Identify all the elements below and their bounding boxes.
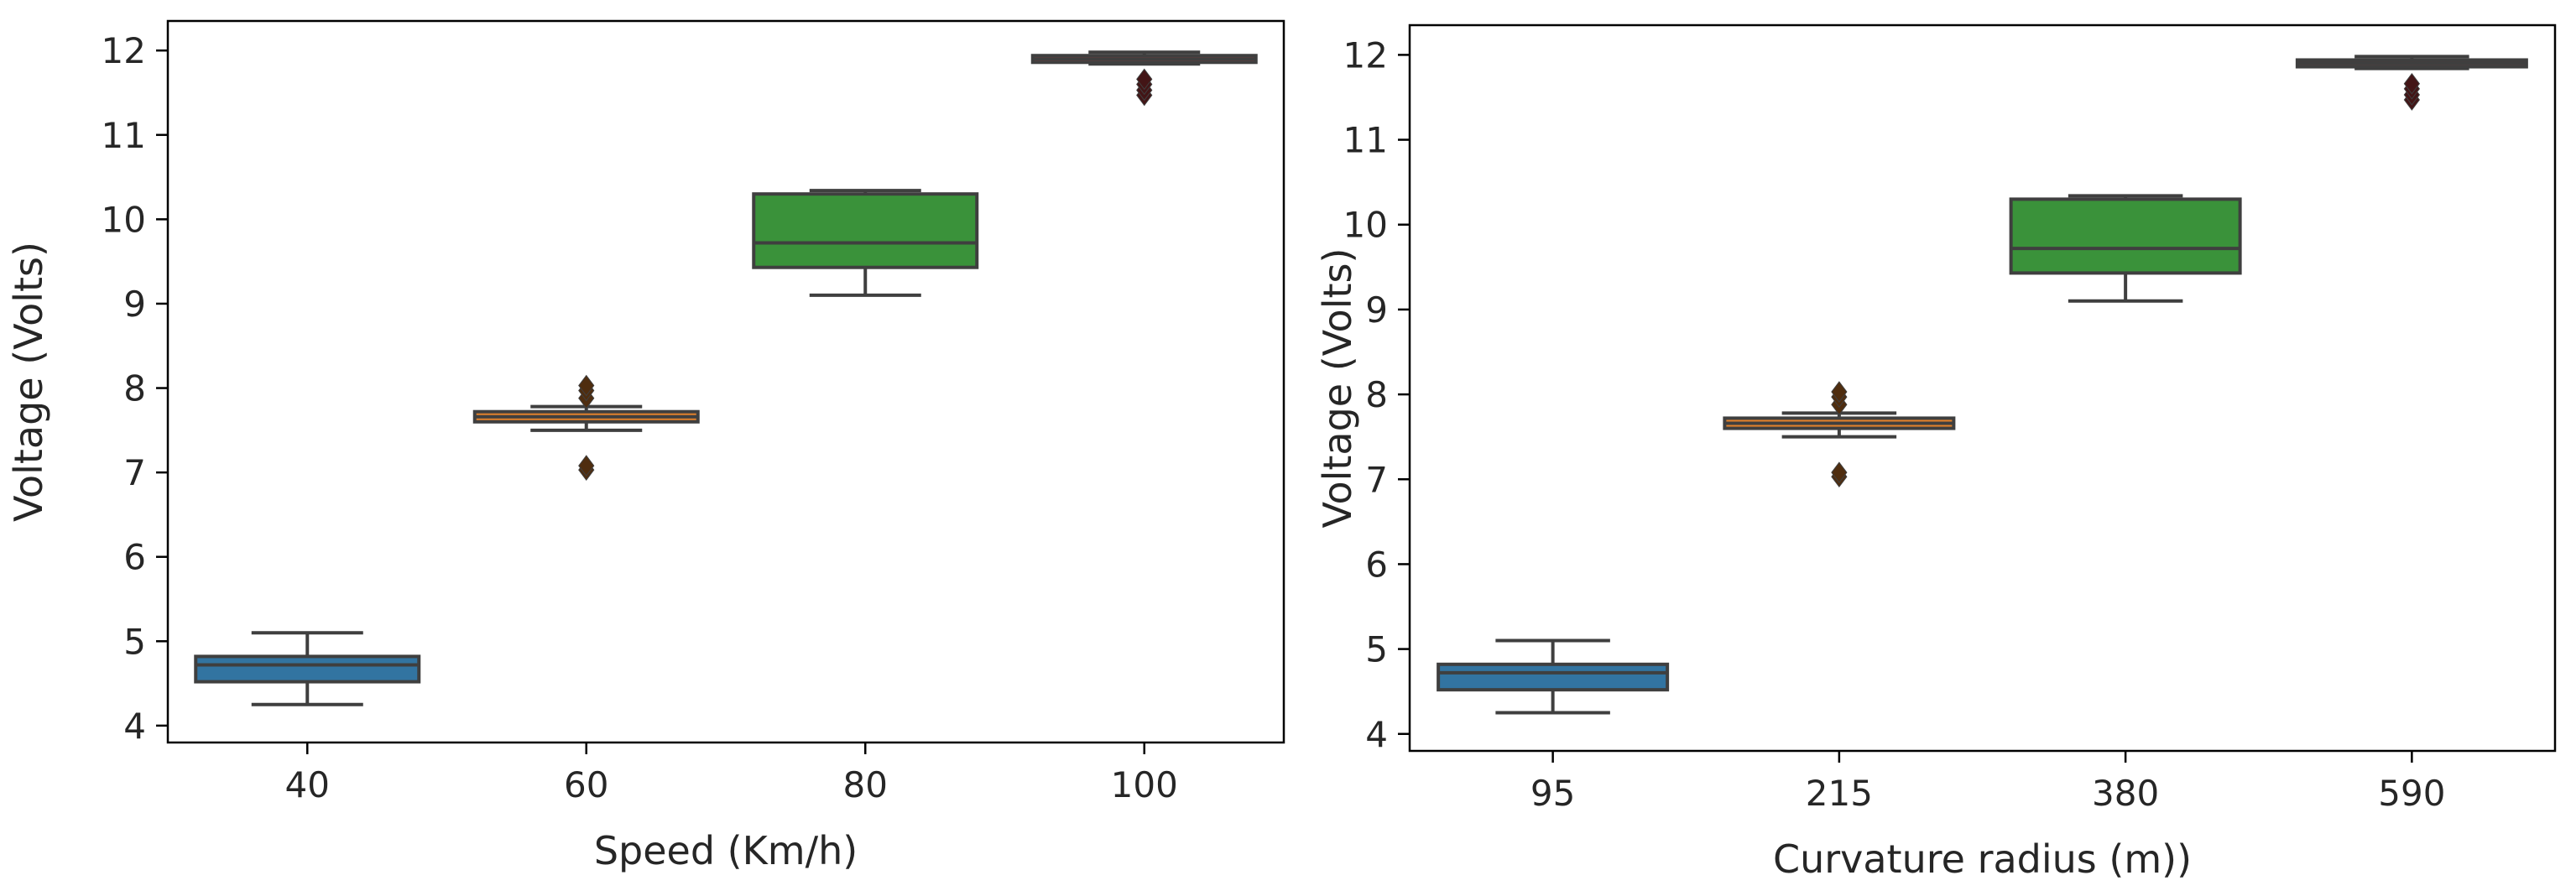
y-axis-label: Voltage (Volts) bbox=[1315, 248, 1360, 529]
x-tick-label: 215 bbox=[1806, 773, 1873, 814]
box-40 bbox=[196, 633, 419, 704]
x-tick-label: 590 bbox=[2378, 773, 2445, 814]
y-tick-label: 7 bbox=[123, 452, 146, 493]
x-tick-label: 380 bbox=[2092, 773, 2159, 814]
y-tick-label: 4 bbox=[1365, 714, 1388, 755]
box-body bbox=[1438, 664, 1667, 690]
box-380 bbox=[2011, 195, 2240, 300]
figure: 4 5 6 7 8 9 10 11 12 40 60 80 100 Speed (Km/h) Voltage… bbox=[0, 0, 2576, 891]
y-tick-label: 6 bbox=[1365, 544, 1388, 585]
y-tick-label: 12 bbox=[1343, 34, 1388, 76]
y-tick-label: 10 bbox=[102, 199, 146, 240]
y-tick-label: 11 bbox=[1343, 120, 1388, 161]
x-axis-label: Speed (Km/h) bbox=[594, 828, 858, 873]
x-axis-label: Curvature radius (m)) bbox=[1773, 836, 2192, 882]
x-tick-label: 60 bbox=[564, 764, 608, 805]
y-tick-label: 10 bbox=[1343, 205, 1388, 246]
x-tick-label: 100 bbox=[1111, 764, 1178, 805]
curvature-chart-panel: 4 5 6 7 8 9 10 11 12 95 215 380 590 Curvature radius … bbox=[1315, 25, 2555, 882]
y-tick-label: 7 bbox=[1365, 459, 1388, 500]
y-tick-label: 8 bbox=[1365, 374, 1388, 415]
y-tick-label: 6 bbox=[123, 537, 146, 578]
box-95 bbox=[1438, 640, 1667, 712]
y-tick-label: 5 bbox=[1365, 629, 1388, 670]
y-tick-label: 9 bbox=[1365, 289, 1388, 331]
box-100 bbox=[1033, 52, 1256, 105]
box-590 bbox=[2297, 56, 2526, 110]
x-tick-label: 95 bbox=[1530, 773, 1575, 814]
box-80 bbox=[754, 190, 977, 295]
y-tick-label: 9 bbox=[123, 284, 146, 325]
box-60 bbox=[475, 376, 698, 481]
x-tick-label: 80 bbox=[843, 764, 888, 805]
y-axis-label: Voltage (Volts) bbox=[6, 242, 51, 522]
y-tick-label: 5 bbox=[123, 621, 146, 662]
box-body bbox=[2011, 199, 2240, 273]
box-body bbox=[196, 656, 419, 681]
y-tick-label: 12 bbox=[102, 30, 146, 71]
y-tick-label: 8 bbox=[123, 368, 146, 409]
speed-chart-panel: 4 5 6 7 8 9 10 11 12 40 60 80 100 Speed (Km/h) Voltage… bbox=[6, 21, 1284, 873]
y-tick-label: 4 bbox=[123, 706, 146, 747]
box-215 bbox=[1724, 382, 1953, 487]
x-tick-label: 40 bbox=[285, 764, 330, 805]
box-body bbox=[754, 194, 977, 268]
y-tick-label: 11 bbox=[102, 115, 146, 156]
